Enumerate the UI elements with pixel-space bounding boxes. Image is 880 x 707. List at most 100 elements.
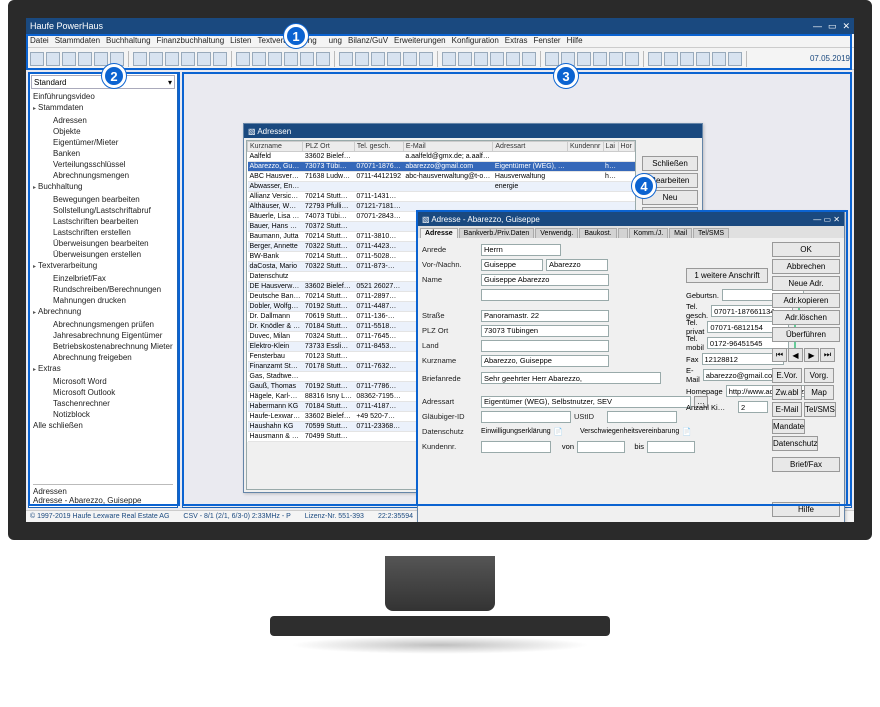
nav-button[interactable]: ⏭ — [820, 348, 835, 362]
button[interactable]: OK — [772, 242, 840, 257]
toolbar-icon[interactable] — [648, 52, 662, 66]
toolbar-icon[interactable] — [181, 52, 195, 66]
anrede-input[interactable] — [481, 244, 561, 256]
toolbar-icon[interactable] — [442, 52, 456, 66]
tree-item[interactable]: Notizblock — [43, 409, 177, 420]
toolbar-icon[interactable] — [728, 52, 742, 66]
table-row[interactable]: Allianz Versic…70214 Stutt…0711-1431… — [248, 192, 635, 202]
tree-item[interactable]: Microsoft Word — [43, 376, 177, 387]
toolbar-icon[interactable] — [165, 52, 179, 66]
tree-item[interactable]: Jahresabrechnung Eigentümer — [43, 330, 177, 341]
minimize-icon[interactable]: — — [813, 215, 821, 224]
toolbar-icon[interactable] — [474, 52, 488, 66]
toolbar-icon[interactable] — [712, 52, 726, 66]
ustid-input[interactable] — [607, 411, 677, 423]
menu-item[interactable]: Extras — [505, 36, 528, 45]
button[interactable]: E-Mail — [772, 402, 802, 417]
toolbar-icon[interactable] — [371, 52, 385, 66]
table-row[interactable]: Aalfeld33602 Bielef…a.aalfeld@gmx.de; a.… — [248, 152, 635, 162]
button[interactable]: Schließen — [642, 156, 698, 171]
toolbar-icon[interactable] — [490, 52, 504, 66]
toolbar-icon[interactable] — [300, 52, 314, 66]
name-input[interactable] — [481, 274, 609, 286]
document-icon[interactable]: 📄 — [554, 427, 563, 436]
toolbar-icon[interactable] — [197, 52, 211, 66]
toolbar-icon[interactable] — [419, 52, 433, 66]
toolbar-icon[interactable] — [268, 52, 282, 66]
tree-item[interactable]: Extras — [33, 363, 177, 376]
menu-item[interactable]: Stammdaten — [55, 36, 100, 45]
table-row[interactable]: Abarezzo, Gu…73073 Tübi…07071-1876…abare… — [248, 162, 635, 172]
toolbar-icon[interactable] — [458, 52, 472, 66]
maximize-icon[interactable]: ▭ — [824, 215, 832, 224]
tab[interactable]: Mail — [669, 228, 692, 238]
table-row[interactable]: ABC Hausver…71638 Ludw…0711-4412192abc-h… — [248, 172, 635, 182]
toolbar-icon[interactable] — [680, 52, 694, 66]
tree-item[interactable]: Betriebskostenabrechnung Mieter — [43, 341, 177, 352]
detail-window-controls[interactable]: — ▭ ✕ — [813, 215, 840, 224]
tree-item[interactable]: Taschenrechner — [43, 398, 177, 409]
land-input[interactable] — [481, 340, 609, 352]
menu-item[interactable]: Listen — [230, 36, 251, 45]
button[interactable]: Vorg. — [804, 368, 834, 383]
toolbar-icon[interactable] — [133, 52, 147, 66]
menu-item[interactable]: Fenster — [533, 36, 560, 45]
button[interactable]: Tel/SMS — [804, 402, 836, 417]
tree-item[interactable]: Lastschriften erstellen — [43, 227, 177, 238]
toolbar-icon[interactable] — [339, 52, 353, 66]
minimize-icon[interactable]: — — [813, 21, 822, 32]
glaeubiger-input[interactable] — [481, 411, 571, 423]
button[interactable]: Adr.kopieren — [772, 293, 840, 308]
tree-item[interactable]: Abrechnungsmengen prüfen — [43, 319, 177, 330]
toolbar-icon[interactable] — [696, 52, 710, 66]
table-row[interactable]: Althäuser, W…72793 Pfulli…07121-7181… — [248, 202, 635, 212]
toolbar-icon[interactable] — [625, 52, 639, 66]
tree-item[interactable]: Banken — [43, 148, 177, 159]
menu-item[interactable]: Konfiguration — [452, 36, 499, 45]
toolbar-icon[interactable] — [506, 52, 520, 66]
button[interactable]: Mandate — [772, 419, 805, 434]
hilfe-button[interactable]: Hilfe — [772, 502, 840, 517]
tree-item[interactable]: Abrechnung — [33, 306, 177, 319]
toolbar-icon[interactable] — [46, 52, 60, 66]
button[interactable]: E.Vor. — [772, 368, 802, 383]
nachname-input[interactable] — [546, 259, 608, 271]
tree-item[interactable]: Abrechnungsmengen — [43, 170, 177, 181]
toolbar-icon[interactable] — [609, 52, 623, 66]
tree-item[interactable]: Lastschriften bearbeiten — [43, 216, 177, 227]
button[interactable]: Neue Adr. — [772, 276, 840, 291]
sidebar-open-windows[interactable]: Adressen Adresse - Abarezzo, Guiseppe — [33, 484, 173, 505]
nav-button[interactable]: ▶ — [804, 348, 819, 362]
toolbar-icon[interactable] — [78, 52, 92, 66]
tree-item[interactable]: Überweisungen bearbeiten — [43, 238, 177, 249]
name2-input[interactable] — [481, 289, 609, 301]
toolbar-icon[interactable] — [593, 52, 607, 66]
tab[interactable]: Bankverb./Priv.Daten — [459, 228, 535, 238]
menu-item[interactable]: Datei — [30, 36, 49, 45]
toolbar-icon[interactable] — [577, 52, 591, 66]
button[interactable]: Überführen — [772, 327, 840, 342]
detail-buttons[interactable]: OKAbbrechenNeue Adr.Adr.kopierenAdr.lösc… — [772, 242, 840, 517]
vorname-input[interactable] — [481, 259, 543, 271]
close-icon[interactable]: ✕ — [842, 21, 850, 32]
menu-item[interactable]: ung — [329, 36, 342, 45]
toolbar-icon[interactable] — [664, 52, 678, 66]
button[interactable]: Map — [804, 385, 834, 400]
toolbar-icon[interactable] — [522, 52, 536, 66]
menu-item[interactable]: Erweiterungen — [394, 36, 446, 45]
tab[interactable]: Verwendg. — [535, 228, 578, 238]
detail-tabs[interactable]: AdresseBankverb./Priv.DatenVerwendg.Bauk… — [418, 226, 844, 238]
tree-item[interactable]: Objekte — [43, 126, 177, 137]
toolbar-icon[interactable] — [30, 52, 44, 66]
toolbar-icon[interactable] — [62, 52, 76, 66]
toolbar-icon[interactable] — [149, 52, 163, 66]
tree-item[interactable]: Sollstellung/Lastschriftabruf — [43, 205, 177, 216]
toolbar-icon[interactable] — [387, 52, 401, 66]
nav-button[interactable]: ◀ — [788, 348, 803, 362]
toolbar-icon[interactable] — [403, 52, 417, 66]
menu-item[interactable]: Bilanz/GuV — [348, 36, 388, 45]
tree-item[interactable]: Einzelbrief/Fax — [43, 273, 177, 284]
button[interactable]: Datenschutz — [772, 436, 818, 451]
nav-button[interactable]: ⏮ — [772, 348, 787, 362]
bis-input[interactable] — [647, 441, 695, 453]
